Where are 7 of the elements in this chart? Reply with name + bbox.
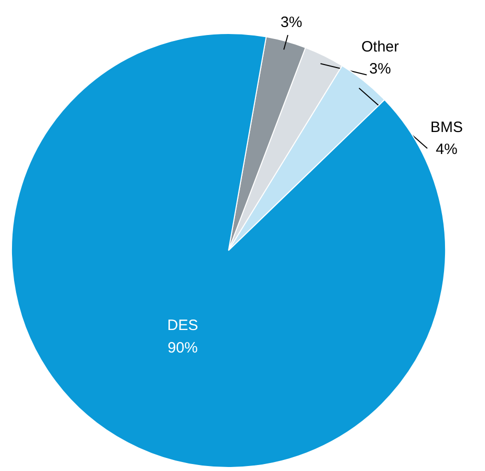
data-label: 4% <box>436 140 458 158</box>
data-label: 3% <box>369 60 391 78</box>
slice-label: BMS <box>430 118 463 136</box>
slice-label: DES <box>167 317 198 334</box>
slice-label: Other <box>361 38 399 56</box>
data-label: 90% <box>168 339 198 356</box>
data-label: 3% <box>280 14 302 31</box>
